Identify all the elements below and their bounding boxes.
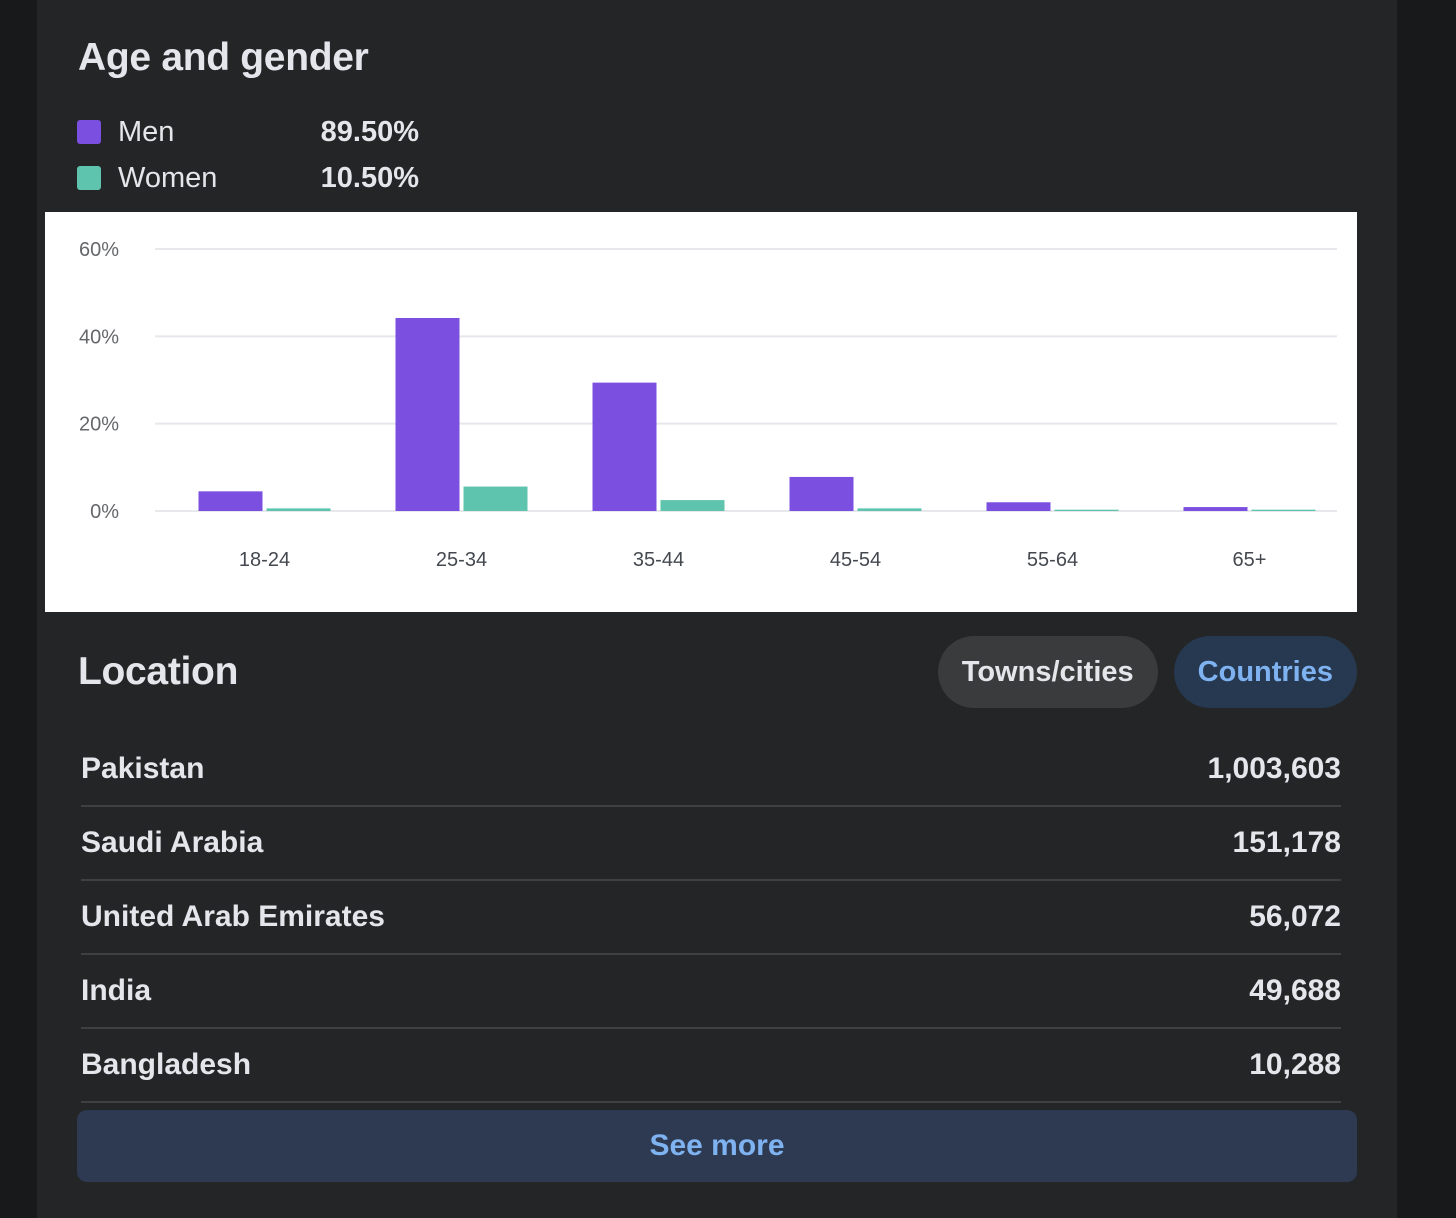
country-name: Bangladesh [81, 1048, 252, 1081]
women-swatch [77, 166, 101, 190]
bar-men-65+ [1183, 507, 1248, 511]
legend-item-men: Men 89.50% [77, 112, 419, 152]
location-row-saudi-arabia: Saudi Arabia 151,178 [81, 807, 1341, 881]
country-count: 10,288 [1249, 1048, 1341, 1081]
bar-chart: 0% 20% 40% 60% 18-24 25-34 35-44 45-54 55-64 65+ [79, 239, 1337, 571]
legend-item-women: Women 10.50% [77, 158, 419, 198]
bar-women-25-34 [463, 486, 528, 511]
location-title: Location [78, 650, 239, 693]
country-count: 151,178 [1232, 826, 1341, 859]
y-tick-label: 20% [79, 414, 119, 436]
bar-men-35-44 [592, 382, 657, 511]
x-tick-label: 25-34 [436, 549, 487, 571]
location-row-india: India 49,688 [81, 955, 1341, 1029]
tab-towns-cities[interactable]: Towns/cities [937, 636, 1158, 708]
y-tick-label: 0% [90, 501, 119, 523]
country-count: 56,072 [1249, 900, 1341, 933]
x-tick-label: 45-54 [830, 549, 881, 571]
bar-women-55-64 [1054, 509, 1119, 511]
bar-women-35-44 [660, 500, 725, 511]
x-tick-label: 55-64 [1027, 549, 1078, 571]
tab-countries[interactable]: Countries [1173, 636, 1357, 708]
audience-card: Age and gender Men 89.50% Women 10.50% 0… [37, 0, 1397, 1218]
country-count: 1,003,603 [1207, 752, 1341, 785]
country-name: Saudi Arabia [81, 826, 264, 859]
legend-label-men: Men [118, 115, 175, 148]
see-more-button[interactable]: See more [77, 1110, 1357, 1182]
legend-value-men: 89.50% [320, 115, 419, 148]
x-tick-label: 65+ [1233, 549, 1267, 571]
bar-women-18-24 [266, 508, 331, 511]
location-row-uae: United Arab Emirates 56,072 [81, 881, 1341, 955]
location-row-bangladesh: Bangladesh 10,288 [81, 1029, 1341, 1103]
location-row-pakistan: Pakistan 1,003,603 [81, 733, 1341, 807]
location-tabs: Towns/cities Countries [937, 636, 1357, 708]
legend-value-women: 10.50% [320, 161, 419, 194]
bar-women-45-54 [857, 508, 922, 511]
country-name: India [81, 974, 152, 1007]
age-gender-title: Age and gender [78, 36, 369, 79]
age-gender-chart: 0% 20% 40% 60% 18-24 25-34 35-44 45-54 55-64 65+ [45, 212, 1357, 612]
x-tick-label: 35-44 [633, 549, 684, 571]
y-tick-label: 40% [79, 326, 119, 348]
bar-men-55-64 [986, 502, 1051, 511]
country-name: United Arab Emirates [81, 900, 385, 933]
bar-men-18-24 [198, 491, 263, 511]
men-swatch [77, 120, 101, 144]
location-list: Pakistan 1,003,603 Saudi Arabia 151,178 … [81, 733, 1341, 1103]
country-name: Pakistan [81, 752, 205, 785]
legend-label-women: Women [118, 161, 218, 194]
bar-women-65+ [1251, 509, 1316, 511]
bar-men-25-34 [395, 317, 460, 511]
bar-men-45-54 [789, 476, 854, 511]
country-count: 49,688 [1249, 974, 1341, 1007]
x-tick-label: 18-24 [239, 549, 290, 571]
y-tick-label: 60% [79, 239, 119, 261]
